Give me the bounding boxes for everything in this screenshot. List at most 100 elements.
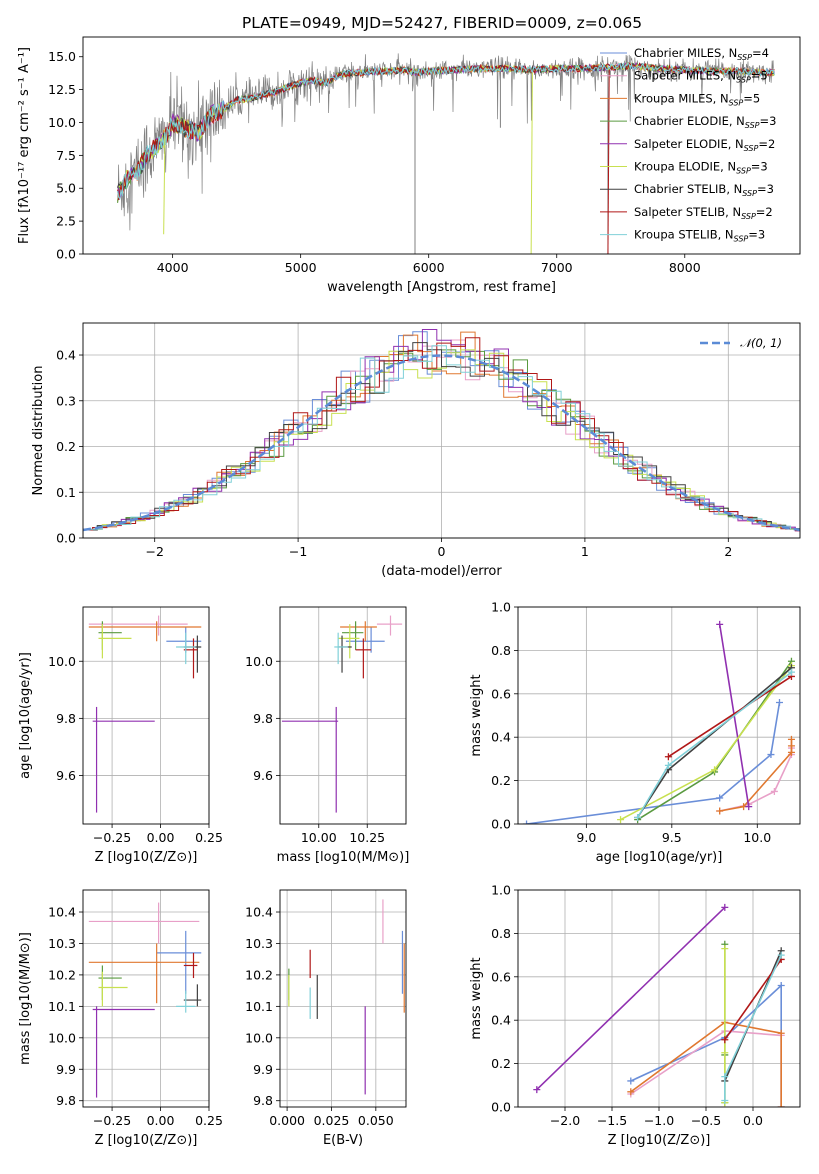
y-tick-label: 9.8 bbox=[56, 711, 76, 726]
y-tick-label: 0.4 bbox=[491, 1013, 511, 1028]
axes-frame bbox=[82, 889, 210, 1108]
y-tick-label: 10.1 bbox=[48, 999, 76, 1014]
legend-label: Salpeter ELODIE, NSSP=2 bbox=[634, 137, 775, 153]
weight-marker bbox=[767, 751, 775, 759]
weight-marker bbox=[787, 668, 795, 676]
y-tick-label: 0.0 bbox=[56, 247, 76, 262]
chart-weight-Z: −2.0 −1.5 −1.0 −0.5 0.0 0.0 0.2 0.4 0.6 0.8 1.0 Z [… bbox=[469, 883, 801, 1148]
weight-marker bbox=[721, 1049, 729, 1057]
y-tick-label: 0.0 bbox=[491, 817, 511, 832]
weight-marker bbox=[627, 1088, 635, 1096]
model-gap bbox=[163, 135, 166, 235]
axes-frame bbox=[82, 606, 210, 825]
weight-marker bbox=[716, 807, 724, 815]
axes-frame bbox=[279, 606, 407, 825]
x-tick-label: 10.00 bbox=[301, 830, 337, 845]
y-tick-label: 12.5 bbox=[48, 82, 76, 97]
weight-marker bbox=[721, 945, 729, 953]
weight-marker bbox=[523, 820, 531, 824]
weight-marker bbox=[770, 787, 778, 795]
y-tick-label: 0.8 bbox=[491, 926, 511, 941]
ticks: 0.000 0.025 0.050 9.8 9.9 10.0 10.1 10.2 10.3 10.… bbox=[245, 905, 394, 1128]
grid bbox=[280, 607, 406, 824]
weight-marker bbox=[721, 903, 729, 911]
weight-marker bbox=[777, 1103, 785, 1107]
weight-marker bbox=[787, 748, 795, 756]
weight-marker bbox=[775, 698, 783, 706]
axes-frame bbox=[517, 606, 801, 825]
y-tick-label: 1.0 bbox=[491, 600, 511, 615]
weight-marker bbox=[664, 753, 672, 761]
weight-line bbox=[536, 906, 726, 1091]
y-axis-label: mass [log10(M/M⊙)] bbox=[18, 932, 33, 1065]
x-tick-label: 0.25 bbox=[195, 1113, 223, 1128]
weight-marker bbox=[721, 1073, 729, 1081]
legend-label: Kroupa MILES, NSSP=5 bbox=[634, 91, 760, 107]
y-tick-label: 15.0 bbox=[48, 49, 76, 64]
legend-label: 𝒩(0, 1) bbox=[740, 336, 782, 350]
weight-line bbox=[630, 1021, 783, 1107]
x-tick-label: 9.0 bbox=[576, 830, 596, 845]
weight-line bbox=[719, 748, 793, 812]
x-axis-label: mass [log10(M/M⊙)] bbox=[277, 850, 410, 865]
x-axis-label: (data-model)/error bbox=[381, 564, 502, 579]
plot-area bbox=[281, 615, 403, 813]
y-tick-label: 9.6 bbox=[253, 768, 273, 783]
y-tick-label: 10.0 bbox=[48, 654, 76, 669]
x-tick-label: 0.000 bbox=[269, 1113, 305, 1128]
y-tick-label: 9.9 bbox=[253, 1062, 273, 1077]
legend-label: Salpeter MILES, NSSP=5 bbox=[634, 69, 768, 85]
x-tick-label: −0.25 bbox=[93, 830, 131, 845]
x-tick-label: 9.5 bbox=[662, 830, 682, 845]
plot-area bbox=[117, 53, 775, 254]
y-tick-label: 10.0 bbox=[245, 654, 273, 669]
model-fit-kroupa-stelib bbox=[117, 62, 775, 200]
axes-frame bbox=[82, 36, 801, 255]
weight-marker bbox=[777, 1029, 785, 1037]
histogram-kroupa-elodie bbox=[83, 349, 800, 531]
y-tick-label: 7.5 bbox=[56, 148, 76, 163]
weight-marker bbox=[617, 816, 625, 824]
histogram-chabrier-stelib bbox=[83, 342, 800, 538]
axes-frame bbox=[279, 889, 407, 1108]
weight-marker bbox=[716, 620, 724, 628]
y-tick-label: 0.2 bbox=[56, 439, 76, 454]
ticks: 10.00 10.25 9.6 9.8 10.0 bbox=[245, 654, 385, 845]
x-tick-label: −2 bbox=[145, 544, 163, 559]
x-tick-label: 2 bbox=[724, 544, 732, 559]
ticks: −0.25 0.00 0.25 9.8 9.9 10.0 10.1 10.2 10.3 10.4 bbox=[48, 905, 223, 1128]
x-axis-label: age [log10(age/yr)] bbox=[596, 850, 723, 865]
x-tick-label: 0.00 bbox=[147, 830, 175, 845]
y-tick-label: 10.3 bbox=[245, 936, 273, 951]
ticks: −2 −1 0 1 2 0.0 0.1 0.2 0.3 0.4 bbox=[56, 348, 732, 559]
plot-area bbox=[83, 329, 800, 538]
histogram-salpeter-stelib bbox=[83, 337, 800, 532]
y-tick-label: 9.8 bbox=[253, 1093, 273, 1108]
x-tick-label: 10.25 bbox=[349, 830, 385, 845]
axes-frame bbox=[82, 322, 801, 539]
legend: Chabrier MILES, NSSP=4 Salpeter MILES, NS… bbox=[600, 46, 776, 244]
legend-label: Salpeter STELIB, NSSP=2 bbox=[634, 205, 773, 221]
ticks: 9.0 9.5 10.0 0.0 0.2 0.4 0.6 0.8 1.0 bbox=[491, 600, 771, 846]
weight-marker bbox=[627, 1077, 635, 1085]
y-axis-label: age [log10(age/yr)] bbox=[18, 652, 33, 779]
y-tick-label: 0.1 bbox=[56, 485, 76, 500]
plot-area bbox=[523, 620, 795, 824]
model-gap bbox=[530, 72, 533, 254]
y-tick-label: 0.6 bbox=[491, 686, 511, 701]
y-tick-label: 0.2 bbox=[491, 773, 511, 788]
weight-line bbox=[667, 675, 792, 758]
x-tick-label: 0.25 bbox=[195, 830, 223, 845]
y-tick-label: 0.0 bbox=[491, 1100, 511, 1115]
y-tick-label: 9.8 bbox=[56, 1093, 76, 1108]
chart-spectrum: 4000 5000 6000 7000 8000 0.0 2.5 5.0 7.5 10.0 12.5… bbox=[17, 36, 801, 295]
x-axis-label: E(B-V) bbox=[323, 1133, 363, 1148]
y-tick-label: 0.6 bbox=[491, 969, 511, 984]
y-tick-label: 9.8 bbox=[253, 711, 273, 726]
weight-marker bbox=[787, 742, 795, 750]
y-tick-label: 2.5 bbox=[56, 214, 76, 229]
weight-marker bbox=[745, 803, 753, 811]
legend-label: Chabrier ELODIE, NSSP=3 bbox=[634, 114, 776, 130]
legend-label: Kroupa ELODIE, NSSP=3 bbox=[634, 160, 768, 176]
